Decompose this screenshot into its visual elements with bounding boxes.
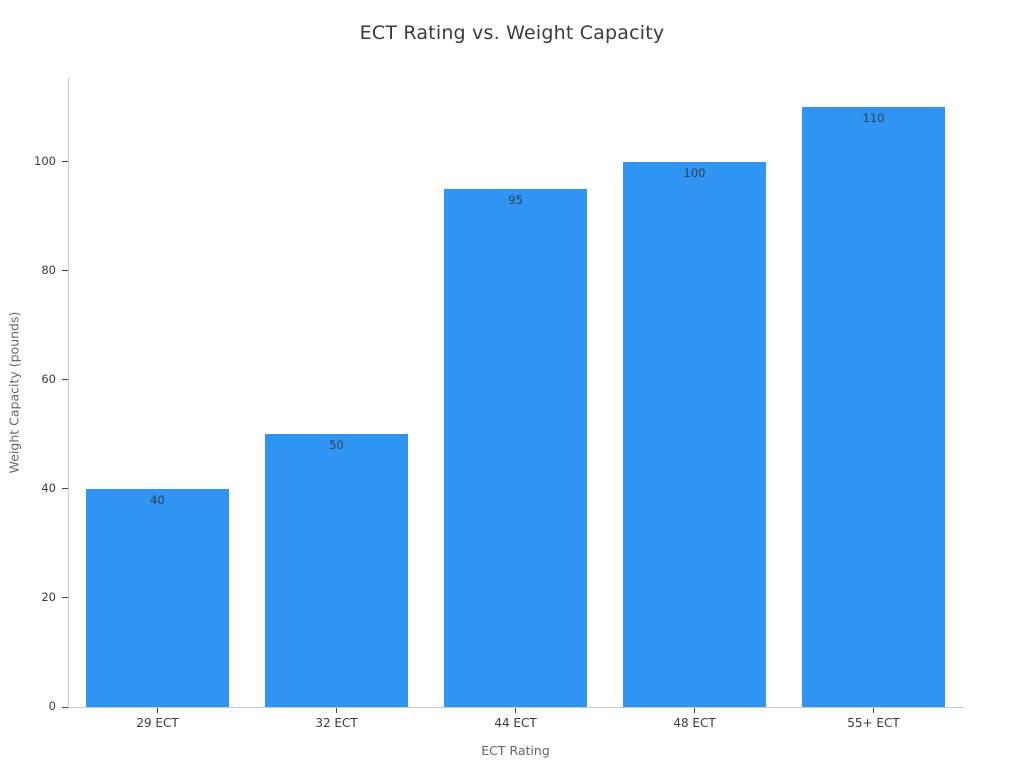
bar-value-label: 100 [683, 165, 706, 180]
x-tick-mark [515, 708, 516, 713]
x-tick-label: 48 ECT [673, 716, 716, 730]
bar: 40 [85, 488, 230, 707]
y-tick-mark [62, 706, 68, 708]
x-tick-label: 32 ECT [315, 716, 358, 730]
y-tick-mark [62, 270, 68, 272]
x-tick-label: 55+ ECT [847, 716, 900, 730]
y-tick-label: 60 [41, 371, 56, 386]
x-tick-label: 44 ECT [494, 716, 537, 730]
y-tick-label: 100 [34, 153, 56, 168]
x-tick-mark [873, 708, 874, 713]
x-axis-title: ECT Rating [481, 743, 550, 758]
y-tick-mark [62, 379, 68, 381]
bar: 95 [443, 189, 588, 707]
y-tick-label: 80 [41, 262, 56, 277]
y-tick-label: 20 [41, 589, 56, 604]
bar: 100 [622, 161, 767, 707]
y-axis-spine [68, 78, 69, 708]
y-tick-mark [62, 597, 68, 599]
bar-value-label: 110 [862, 111, 885, 126]
y-tick-mark [62, 488, 68, 490]
x-tick-mark [336, 708, 337, 713]
bar: 110 [801, 107, 946, 707]
x-axis-spine [68, 707, 964, 708]
y-tick-label: 40 [41, 480, 56, 495]
y-tick-label: 0 [48, 699, 56, 713]
bar: 50 [264, 434, 409, 707]
x-tick-mark [694, 708, 695, 713]
y-tick-mark [62, 161, 68, 163]
chart-title: ECT Rating vs. Weight Capacity [359, 22, 665, 44]
bar-value-label: 95 [508, 193, 523, 208]
x-tick-label: 29 ECT [136, 716, 179, 730]
y-axis-title-box: Weight Capacity (pounds) [0, 78, 28, 707]
bar-value-label: 40 [150, 492, 165, 507]
y-axis-title: Weight Capacity (pounds) [6, 311, 22, 474]
bar-value-label: 50 [329, 438, 344, 453]
x-tick-mark [157, 708, 158, 713]
